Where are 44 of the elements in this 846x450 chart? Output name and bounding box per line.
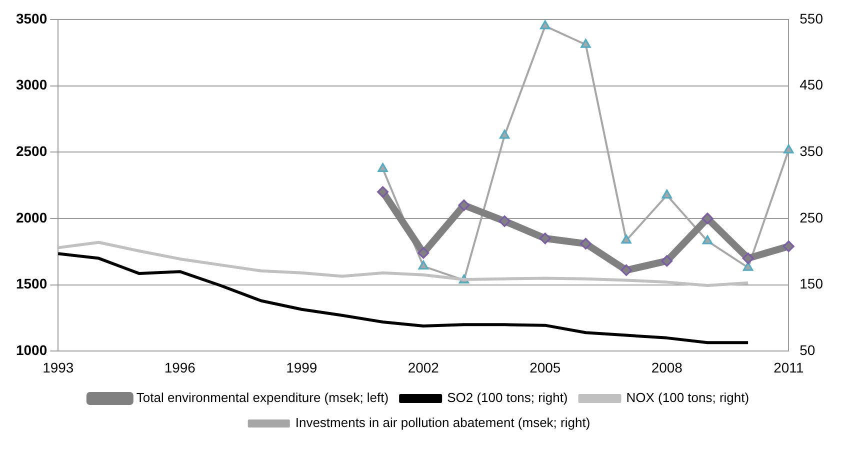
point	[378, 162, 388, 172]
point	[377, 186, 389, 198]
point	[742, 252, 754, 264]
y2-tick-label: 150	[800, 276, 824, 292]
point	[540, 20, 550, 30]
y-tick-label: 1000	[16, 342, 48, 358]
y2-tick-label: 450	[800, 76, 824, 93]
point	[498, 215, 510, 227]
point	[499, 130, 510, 139]
x-tick-label: 2008	[651, 359, 683, 376]
y-tick-label: 3000	[16, 76, 48, 93]
x-tick-label: 2005	[530, 359, 561, 376]
y2-tick-label: 350	[800, 142, 824, 159]
y2-tick-label: 50	[800, 342, 816, 358]
point	[620, 264, 632, 276]
point	[580, 38, 591, 48]
point	[782, 240, 794, 252]
x-tick-label: 2011	[774, 359, 804, 376]
x-tick-label: 2002	[408, 359, 440, 376]
point	[418, 247, 430, 259]
point	[418, 260, 428, 270]
point	[621, 234, 632, 244]
point	[784, 144, 794, 154]
point	[702, 212, 714, 224]
y2-tick-label: 250	[800, 209, 824, 226]
y-tick-label: 2000	[16, 209, 48, 226]
point	[742, 262, 754, 271]
x-tick-label: 1996	[164, 359, 196, 376]
y-tick-label: 2500	[16, 142, 48, 159]
y-tick-label: 3500	[16, 10, 48, 26]
legend-label: Total environmental expenditure (msek; left)	[136, 390, 389, 406]
y2-tick-label: 550	[800, 10, 824, 26]
x-tick-label: 1993	[42, 359, 74, 376]
point	[580, 238, 592, 250]
point	[661, 255, 673, 267]
y-tick-label: 1500	[16, 276, 48, 292]
x-tick-label: 1999	[286, 359, 318, 376]
legend-label: SO2 (100 tons; right)	[447, 390, 568, 406]
point	[662, 190, 672, 199]
legend-label: Investments in air pollution abatement (msek; right)	[295, 415, 590, 430]
point	[458, 199, 470, 211]
point	[539, 232, 551, 244]
point	[702, 235, 713, 244]
legend-label: NOX (100 tons; right)	[626, 390, 750, 406]
